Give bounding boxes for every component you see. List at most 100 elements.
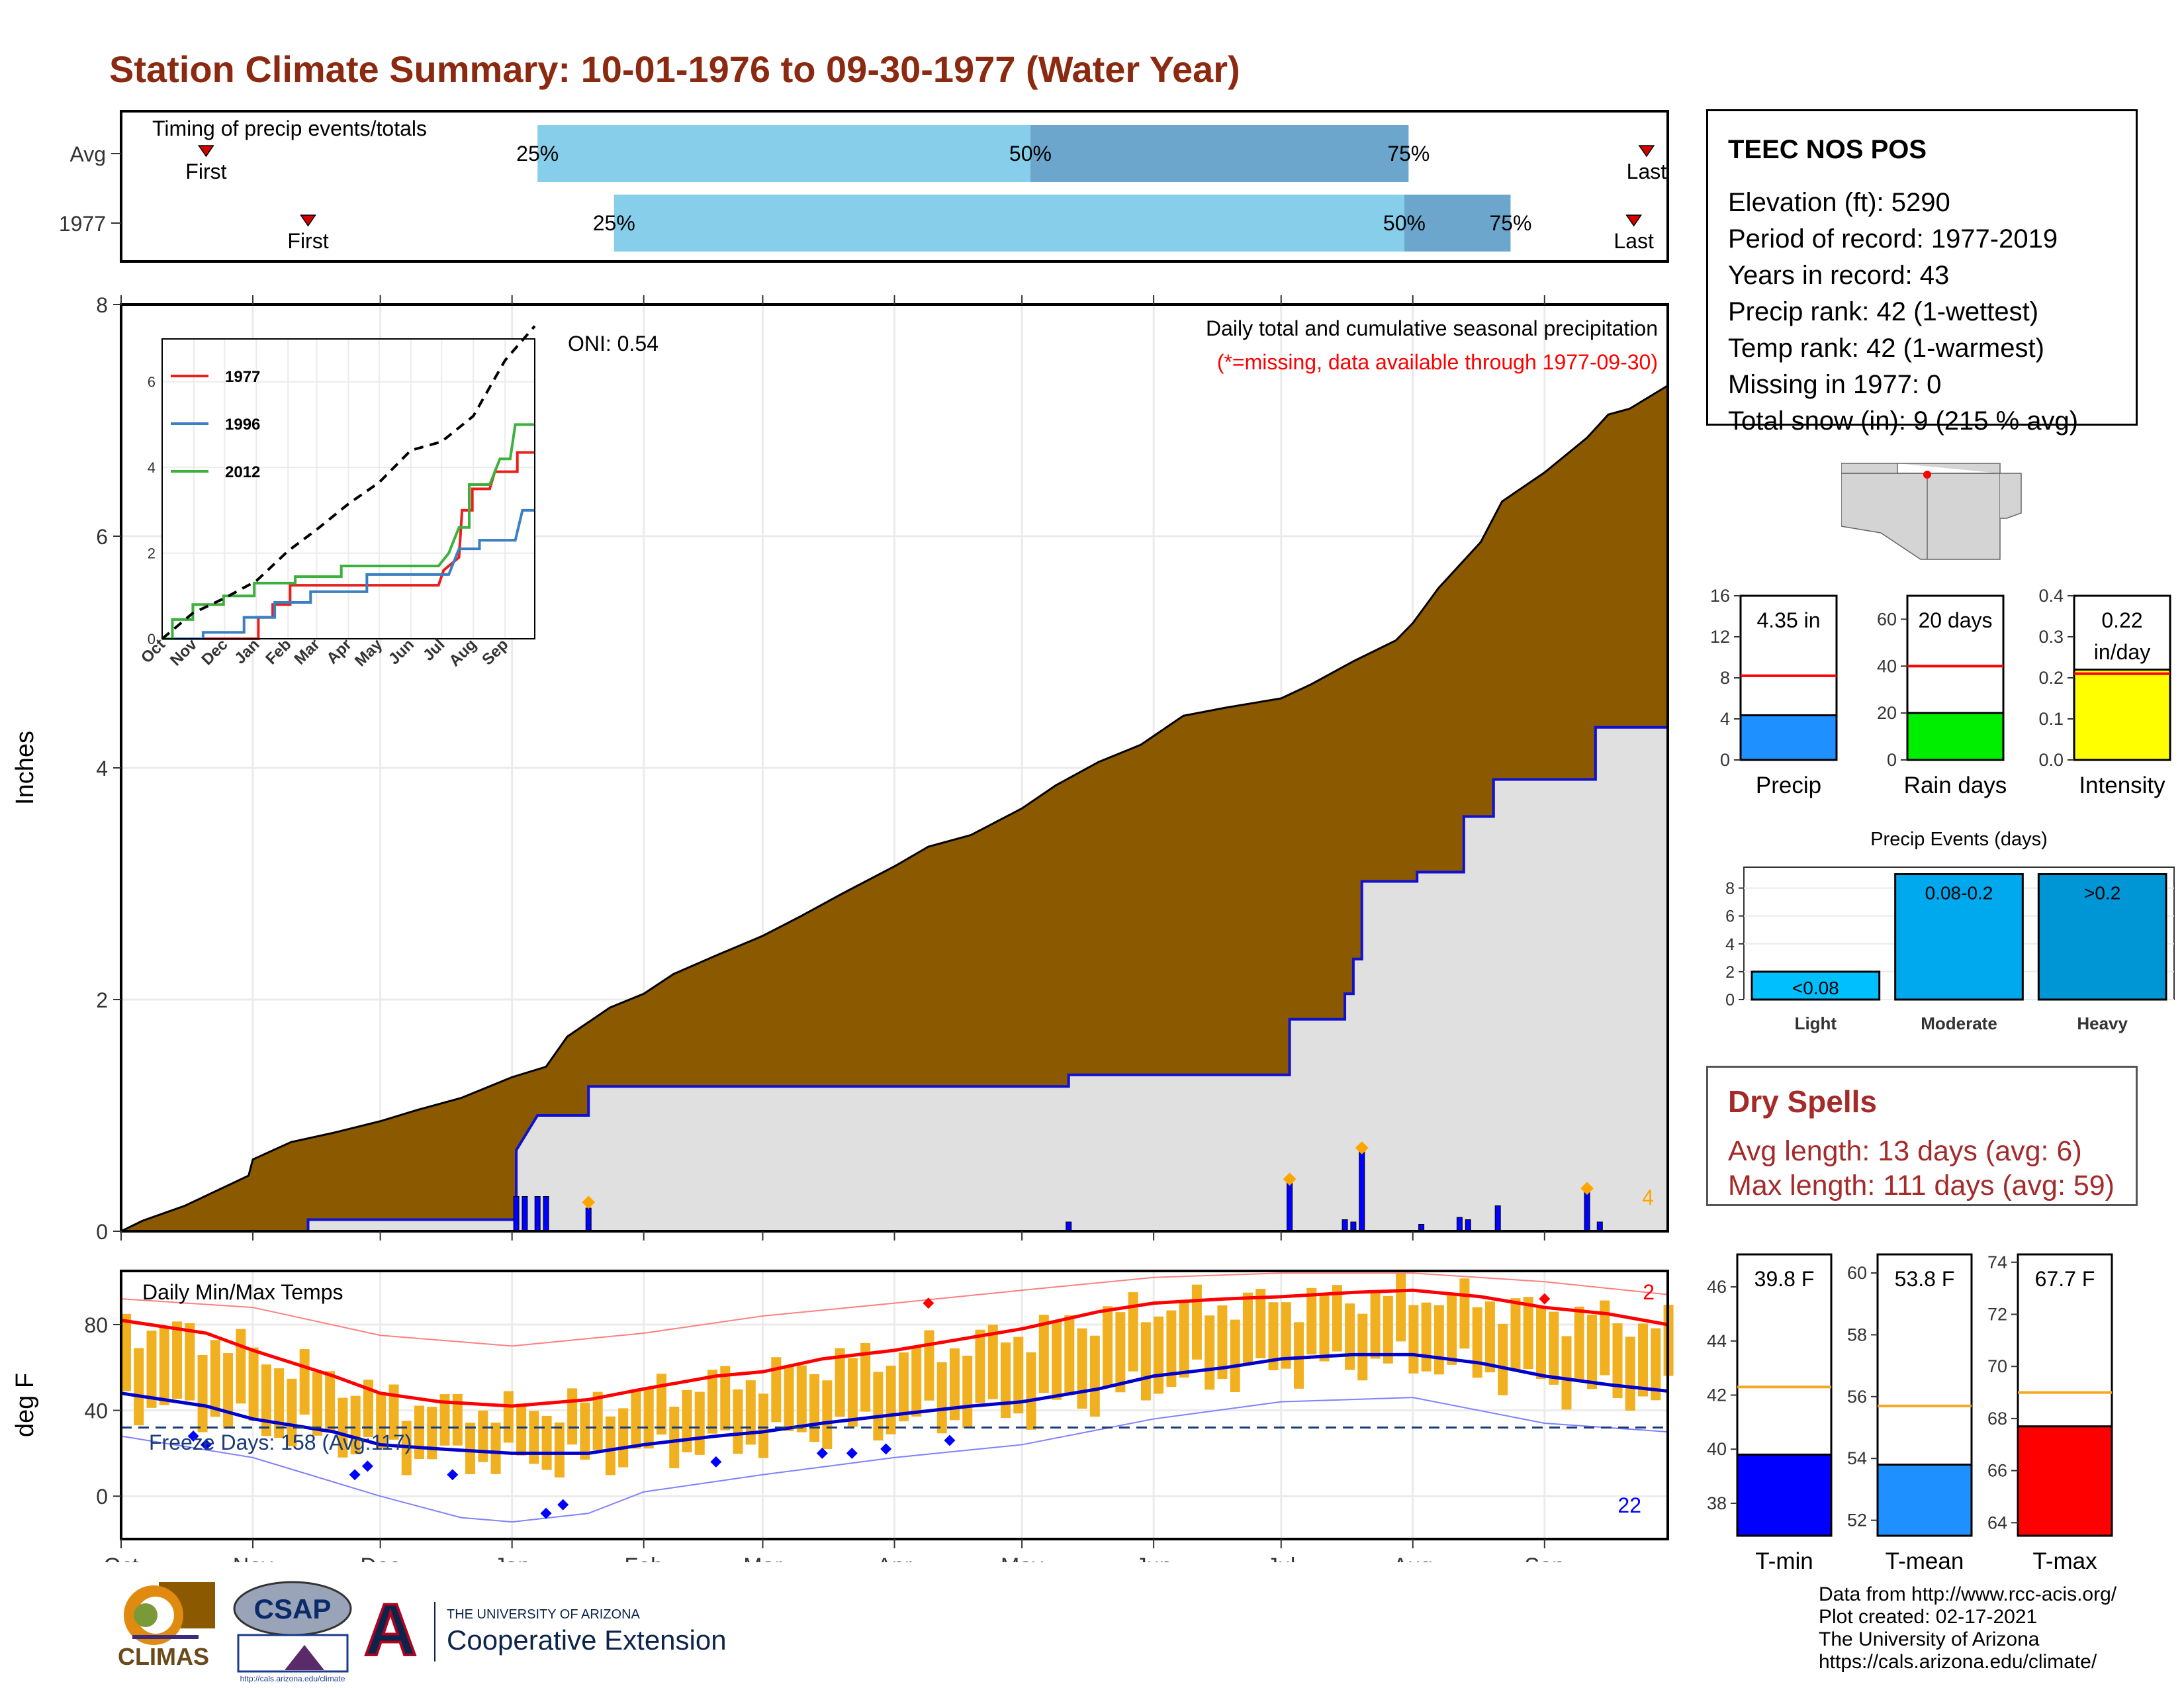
daily-temp-bar [1052,1321,1062,1400]
daily-temp-bar [1587,1314,1598,1389]
daily-temp-bar [962,1355,973,1429]
daily-temp-bar [541,1415,552,1470]
daily-temp-bar [720,1366,731,1430]
daily-temp-bar [1600,1300,1610,1376]
precip-ytick-label: 2 [96,988,108,1012]
station-precip-rank: Precip rank: 42 (1-wettest) [1728,297,2039,326]
ua-big-text: Cooperative Extension [447,1624,727,1656]
summary-value-label: 53.8 F [1895,1267,1955,1291]
month-label: Jan [494,1554,530,1562]
daily-temp-bar [809,1374,820,1442]
summary-bar [1906,712,2005,761]
summary-ytick-label: 72 [1987,1305,2007,1325]
timing-row-label: 1977 [59,212,106,236]
daily-temp-bar [1077,1328,1087,1409]
events-bar-label: 0.08-0.2 [1925,883,1993,904]
dry-spells-box: Dry Spells Avg length: 13 days (avg: 6) … [1706,1066,2138,1206]
daily-temp-bar [312,1372,322,1436]
daily-temp-bar [771,1357,782,1423]
timing-pct-label: 25% [516,142,559,165]
summary-ytick-label: 0 [1887,750,1897,770]
events-bar-label: >0.2 [2084,883,2120,904]
daily-temp-bar [936,1362,947,1434]
daily-temp-bar [745,1380,756,1445]
daily-temp-bar [1179,1301,1189,1378]
summary-bar [2017,1425,2113,1537]
highlight-day-marker [1283,1172,1297,1186]
month-label: Jul [1267,1554,1295,1562]
daily-temp-bar [1294,1322,1304,1389]
events-ytick-label: 0 [1725,991,1735,1009]
daily-temp-bar [1268,1302,1279,1370]
daily-temp-bar [338,1397,348,1458]
precip-ytick-label: 0 [96,1220,108,1244]
inset-ytick-label: 2 [148,545,156,562]
summary-value-label: 4.35 in [1756,608,1820,632]
daily-temp-bar [784,1365,794,1431]
daily-temp-bar [1523,1297,1533,1370]
daily-temp-bar [1306,1288,1317,1355]
summary-ytick-label: 60 [1877,609,1897,629]
daily-temp-bar [261,1364,271,1436]
daily-temp-bar [1166,1310,1177,1387]
record-max-line [120,1272,1668,1347]
precip-ytick-label: 8 [96,293,108,317]
daily-temp-bar [388,1384,399,1440]
summary-ytick-label: 20 [1877,703,1897,723]
temp-ytick-label: 40 [84,1399,108,1423]
daily-temp-bar [1408,1305,1419,1374]
daily-temp-bar [414,1405,425,1460]
timing-bar-25-50 [537,125,1030,182]
daily-precip-bar [585,1207,592,1232]
daily-temp-bar [1651,1328,1661,1401]
daily-temp-bar [835,1348,845,1417]
daily-precip-bar [1066,1221,1072,1232]
summary-ytick-label: 60 [1847,1263,1867,1283]
summary-bars: 0 4 8 12 16 4.35 in Precip 0 20 40 60 20 days Rain d… [1710,586,2171,798]
daily-temp-bar [1281,1302,1291,1369]
timing-pct-label: 75% [1489,211,1531,235]
precip-missing-note: (*=missing, data available through 1977-… [1217,350,1658,374]
year-cumulative-line [121,726,1668,1233]
month-label: Mar [743,1554,782,1562]
year-cumulative-area [121,727,1668,1231]
daily-precip-bar [543,1196,549,1232]
summary-ytick-label: 0.3 [2038,627,2064,647]
summary-category-label: T-mean [1886,1548,1964,1574]
daily-precip-bar [1456,1217,1463,1232]
daily-temp-bar [1128,1292,1138,1372]
daily-temp-bar [796,1365,807,1432]
daily-temp-bar [376,1391,387,1448]
summary-ytick-label: 0.2 [2038,668,2064,688]
daily-temp-bar [1319,1295,1330,1362]
daily-temp-bar [1089,1335,1100,1417]
inset-ytick-label: 6 [148,374,156,391]
summary-ytick-label: 0 [1720,750,1730,770]
inset-series-line [161,325,536,640]
daily-temp-bar [1383,1295,1393,1364]
inset-legend-label: 2012 [225,463,260,481]
daily-temp-bar [1013,1336,1024,1414]
daily-temp-bar [758,1393,769,1458]
events-bar-label: <0.08 [1792,978,1839,998]
daily-temp-bar [134,1348,144,1426]
temp-summary-bars: 38 40 42 44 46 39.8 F T-min 52 54 56 58 60 53.8 F T-m… [1707,1252,2113,1574]
dry-spells-title: Dry Spells [1728,1084,1877,1119]
timing-pct-label: 50% [1009,142,1052,165]
credit-university: The University of Arizona [1819,1628,2040,1650]
daily-temp-bar [924,1330,934,1401]
record-low-count: 22 [1617,1493,1641,1517]
summary-ytick-label: 42 [1707,1385,1727,1405]
daily-temp-bar [1230,1319,1240,1392]
daily-temp-bar [1612,1323,1623,1399]
daily-precip-bar [1350,1221,1357,1232]
daily-temp-bar [1638,1323,1649,1397]
events-ytick-label: 4 [1725,935,1735,954]
daily-temp-bar [325,1371,336,1433]
daily-temp-bar [592,1391,603,1450]
daily-temp-bar [478,1410,488,1462]
timing-pct-label: 50% [1383,211,1426,235]
daily-temp-bar [529,1411,539,1464]
csap-url: http://cals.arizona.edu/climate [240,1674,345,1683]
highlight-day-marker [1355,1141,1369,1154]
